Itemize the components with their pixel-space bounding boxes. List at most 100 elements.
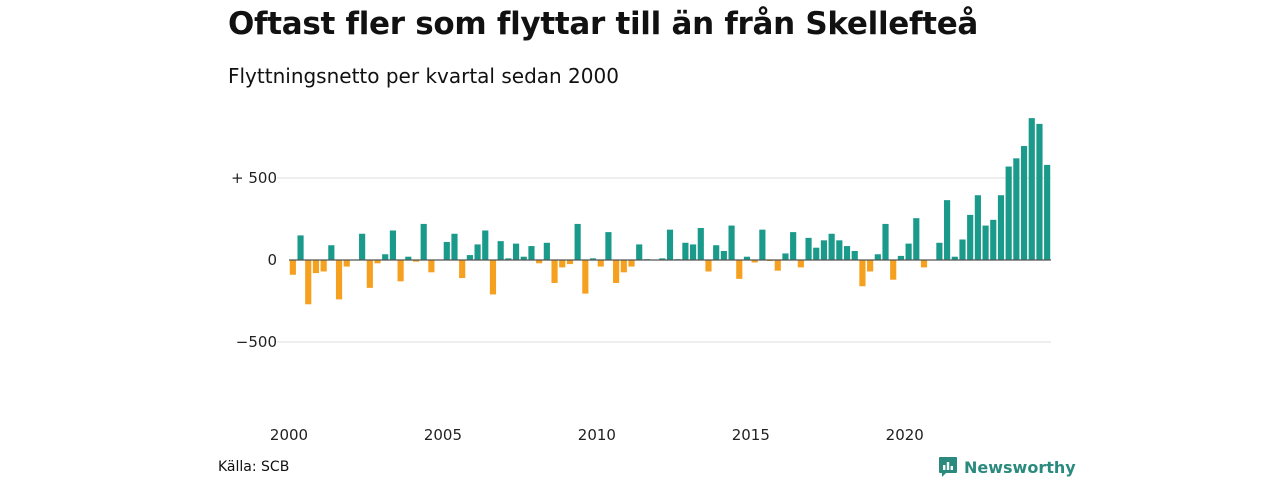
bar (343, 260, 350, 267)
bar (1005, 166, 1012, 260)
bars (289, 118, 1051, 305)
bar (851, 250, 858, 260)
bar (782, 253, 789, 260)
axis-labels: + 500 0 −500 2000 2005 2010 2015 2020 (231, 169, 924, 444)
bar (405, 256, 412, 260)
bar (374, 260, 381, 264)
bar (366, 260, 373, 288)
bar (820, 240, 828, 260)
bar (551, 260, 558, 283)
bar (335, 260, 343, 300)
x-tick-label: 2010 (578, 426, 616, 444)
bar (312, 260, 320, 274)
bar (620, 260, 627, 273)
bar (528, 246, 535, 260)
bar (843, 246, 851, 260)
bar (874, 254, 881, 260)
bar (705, 260, 712, 272)
bar (682, 242, 689, 260)
bar (967, 214, 974, 260)
bar (728, 225, 735, 260)
bar (813, 247, 820, 260)
bar (913, 218, 920, 260)
bar (536, 260, 543, 264)
bar-chart: + 500 0 −500 2000 2005 2010 2015 2020 (231, 118, 1051, 444)
bar (990, 219, 997, 260)
bar (697, 228, 704, 260)
bar (1044, 164, 1051, 260)
bar (1028, 118, 1035, 260)
brand-name: Newsworthy (964, 457, 1076, 477)
newsworthy-logo[interactable]: Newsworthy (938, 456, 1076, 478)
bar (790, 232, 797, 260)
bar (690, 244, 697, 260)
bar (397, 260, 404, 282)
chart-subtitle: Flyttningsnetto per kvartal sedan 2000 (228, 64, 619, 88)
bar (666, 229, 674, 260)
bar (882, 223, 889, 260)
bar (605, 232, 612, 260)
x-tick-label: 2015 (732, 426, 770, 444)
bar (944, 200, 951, 260)
bar (905, 243, 912, 260)
source-note: Källa: SCB (218, 459, 290, 475)
bar (489, 260, 497, 295)
bar (936, 242, 943, 260)
newsworthy-logo-icon (939, 457, 957, 477)
bar (982, 225, 989, 260)
bar (720, 250, 727, 260)
x-tick-label: 2005 (424, 426, 462, 444)
bar (1020, 146, 1028, 260)
x-tick-label: 2000 (270, 426, 308, 444)
bar (320, 260, 327, 272)
bar (443, 241, 450, 260)
bar (389, 230, 396, 260)
bar (328, 245, 335, 260)
bar (867, 260, 874, 272)
bar (774, 260, 781, 271)
bar (482, 230, 489, 260)
bar (420, 223, 427, 260)
bar (474, 244, 481, 260)
bar (628, 260, 635, 267)
bar (305, 260, 312, 305)
bar (297, 235, 304, 260)
bar (566, 260, 574, 265)
bar (890, 260, 897, 280)
bar (751, 260, 758, 263)
bar (920, 260, 928, 268)
bar (582, 260, 589, 294)
bar (828, 233, 835, 260)
bar (382, 254, 389, 260)
bar (997, 195, 1005, 260)
bar (743, 256, 751, 260)
bar (974, 195, 981, 260)
bar (759, 229, 766, 260)
bar (797, 260, 804, 268)
bar (359, 233, 366, 260)
bar (497, 241, 504, 260)
grid-lines (277, 177, 1051, 343)
bar (1036, 123, 1043, 260)
bar (589, 258, 597, 260)
y-tick-label: 0 (267, 251, 277, 269)
bar (659, 258, 666, 260)
bar (1013, 158, 1020, 260)
bar (859, 260, 866, 287)
bar (736, 260, 743, 279)
bar (713, 245, 720, 260)
bar (512, 243, 520, 260)
bar (466, 255, 473, 260)
bar (559, 260, 566, 268)
bar (836, 240, 843, 260)
bar (574, 223, 581, 260)
bar (428, 260, 435, 273)
bar (597, 260, 604, 267)
chart-title: Oftast fler som flyttar till än från Ske… (228, 6, 979, 42)
bar (451, 233, 458, 260)
y-tick-label: −500 (236, 333, 277, 351)
bar (505, 258, 512, 260)
bar (289, 260, 296, 275)
bar (951, 256, 958, 260)
bar (520, 256, 527, 260)
